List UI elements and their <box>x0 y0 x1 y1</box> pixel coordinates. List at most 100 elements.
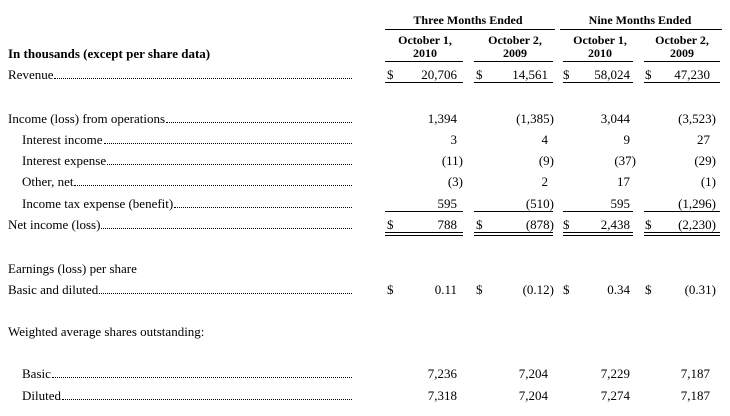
row-label-text: Weighted average shares outstanding: <box>8 324 205 339</box>
cell-value: (3,523) <box>678 111 716 126</box>
row-header-label: In thousands (except per share data) <box>8 46 211 61</box>
column-header: October 2, <box>488 33 542 47</box>
double-underline <box>474 232 553 233</box>
row-label: Income tax expense (benefit) <box>22 196 352 211</box>
currency-symbol: $ <box>476 67 483 82</box>
cell-value: 20,706 <box>421 67 457 82</box>
currency-symbol: $ <box>387 217 394 232</box>
cell-value: 7,318 <box>427 388 457 403</box>
row-label-text: Earnings (loss) per share <box>8 261 137 276</box>
row-label-text: Income tax expense (benefit) <box>22 196 174 211</box>
double-underline <box>474 235 553 236</box>
cell-value: (9) <box>538 153 554 168</box>
cell-value: (1) <box>700 174 716 189</box>
row-label-text: Basic <box>22 366 51 381</box>
cell-value: (3) <box>447 174 463 189</box>
cell-value: (0.12) <box>522 282 554 297</box>
underline <box>385 82 463 83</box>
row-label-text: Diluted <box>22 388 61 403</box>
underline <box>644 82 720 83</box>
leader-dots <box>99 293 352 294</box>
leader-dots <box>51 377 352 378</box>
group-header: Nine Months Ended <box>588 13 692 27</box>
double-underline <box>563 235 633 236</box>
cell-value: 7,274 <box>600 388 630 403</box>
group-rule <box>385 29 555 30</box>
column-header: 2009 <box>670 46 694 60</box>
cell-value: 1,394 <box>427 111 457 126</box>
column-header: October 1, <box>398 33 452 47</box>
double-underline <box>385 235 463 236</box>
underline <box>474 211 553 212</box>
double-underline <box>563 232 633 233</box>
currency-symbol: $ <box>645 217 652 232</box>
cell-value: 3 <box>450 132 458 147</box>
row-label: Interest expense <box>22 153 352 168</box>
currency-symbol: $ <box>645 67 652 82</box>
leader-dots <box>103 143 352 144</box>
currency-symbol: $ <box>563 217 570 232</box>
underline <box>474 82 553 83</box>
cell-value: 788 <box>437 217 458 232</box>
double-underline <box>385 232 463 233</box>
currency-symbol: $ <box>387 282 394 297</box>
cell-value: 7,229 <box>600 366 630 381</box>
currency-symbol: $ <box>645 282 652 297</box>
row-label-text: Other, net <box>22 174 74 189</box>
currency-symbol: $ <box>563 67 570 82</box>
cell-value: 58,024 <box>594 67 630 82</box>
leader-dots <box>62 399 352 400</box>
cell-value: (37) <box>614 153 636 168</box>
underline <box>385 211 463 212</box>
cell-value: 17 <box>617 174 630 189</box>
double-underline <box>644 235 720 236</box>
leader-dots <box>174 207 352 208</box>
column-header: October 2, <box>655 33 709 47</box>
column-header: 2010 <box>413 46 437 60</box>
cell-value: 7,204 <box>518 388 548 403</box>
cell-value: (1,385) <box>516 111 554 126</box>
leader-dots <box>101 228 352 229</box>
leader-dots <box>166 122 352 123</box>
leader-dots <box>74 185 352 186</box>
row-label: Basic <box>22 366 352 381</box>
group-header: Three Months Ended <box>413 13 523 27</box>
cell-value: (1,296) <box>678 196 716 211</box>
cell-value: 0.34 <box>607 282 630 297</box>
row-label-text: Interest expense <box>22 153 107 168</box>
cell-value: 7,236 <box>427 366 457 381</box>
cell-value: 9 <box>623 132 631 147</box>
cell-value: 7,187 <box>680 366 710 381</box>
row-label-text: Net income (loss) <box>8 217 101 232</box>
column-rule <box>563 61 633 62</box>
cell-value: 47,230 <box>674 67 710 82</box>
row-label: Earnings (loss) per share <box>8 261 368 276</box>
row-label: Net income (loss) <box>8 217 352 232</box>
column-header: 2009 <box>503 46 527 60</box>
cell-value: 27 <box>697 132 710 147</box>
column-rule <box>644 61 720 62</box>
row-label: Diluted <box>22 388 352 403</box>
row-label: Income (loss) from operations <box>8 111 352 126</box>
column-rule <box>385 61 463 62</box>
cell-value: 3,044 <box>600 111 630 126</box>
underline <box>644 211 720 212</box>
cell-value: (2,230) <box>678 217 716 232</box>
leader-dots <box>107 164 352 165</box>
cell-value: 595 <box>437 196 458 211</box>
currency-symbol: $ <box>476 217 483 232</box>
cell-value: 0.11 <box>434 282 457 297</box>
cell-value: 14,561 <box>512 67 548 82</box>
column-header: October 1, <box>573 33 627 47</box>
currency-symbol: $ <box>476 282 483 297</box>
cell-value: (510) <box>525 196 554 211</box>
row-label-text: Interest income <box>22 132 103 147</box>
row-label: Interest income <box>22 132 352 147</box>
cell-value: (878) <box>525 217 554 232</box>
column-rule <box>474 61 553 62</box>
cell-value: 2,438 <box>600 217 630 232</box>
currency-symbol: $ <box>563 282 570 297</box>
row-label: Weighted average shares outstanding: <box>8 324 368 339</box>
row-label-text: Income (loss) from operations <box>8 111 166 126</box>
row-label-text: Revenue <box>8 67 54 82</box>
